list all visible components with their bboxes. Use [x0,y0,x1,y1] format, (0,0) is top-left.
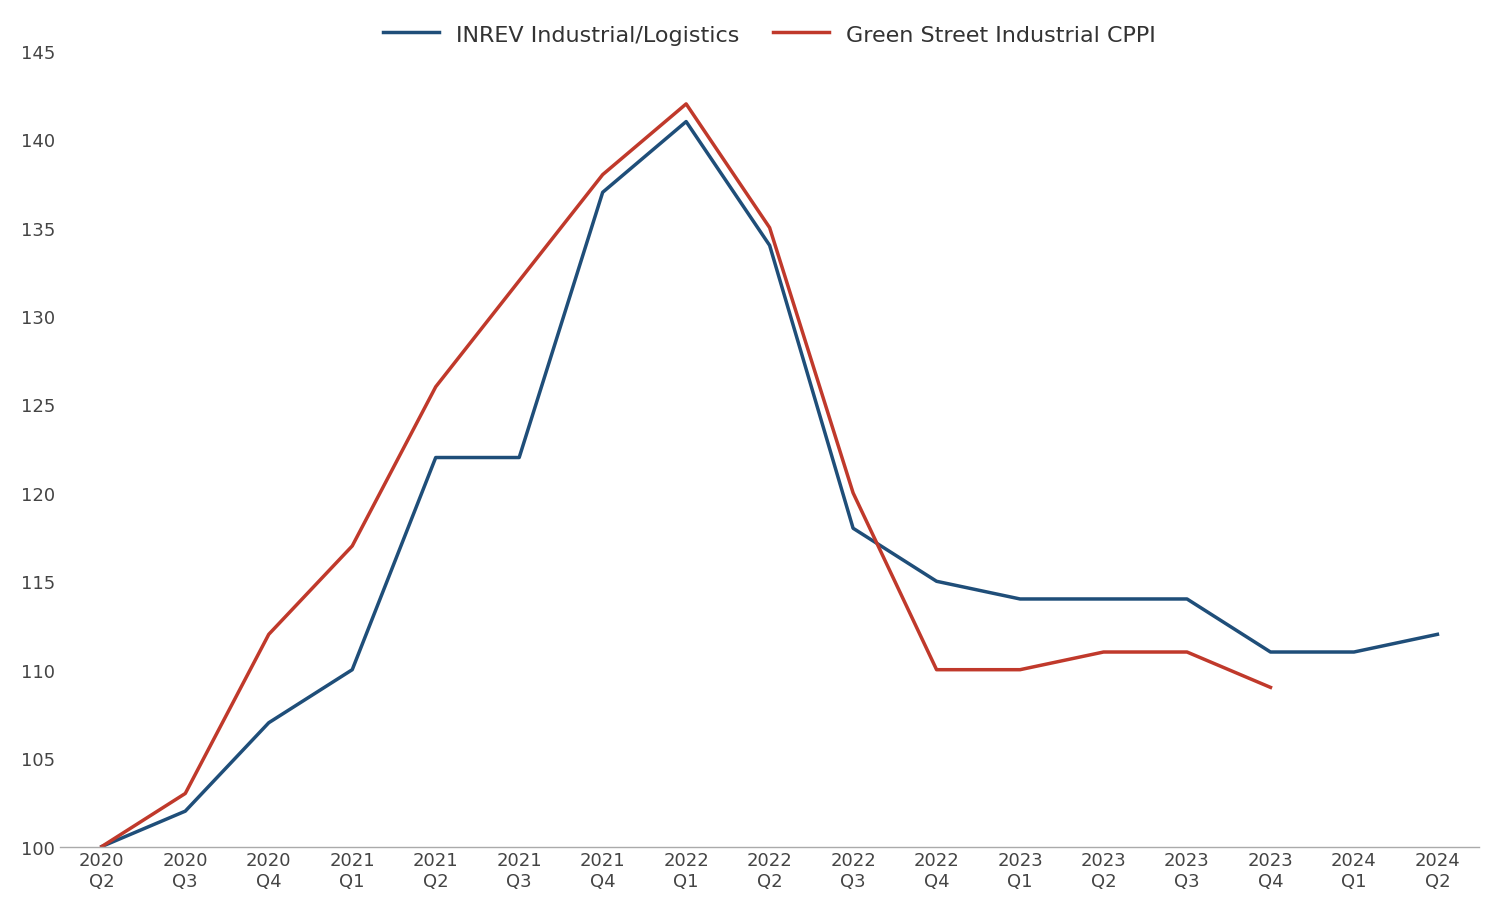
Green Street Industrial CPPI [260,630,278,640]
Green Street Industrial CPPI [93,841,111,852]
INREV Industrial/Logistics [93,841,111,852]
INREV Industrial/Logistics [1428,630,1446,640]
Green Street Industrial CPPI [1262,682,1280,693]
INREV Industrial/Logistics [1262,647,1280,658]
INREV Industrial/Logistics [426,453,444,464]
INREV Industrial/Logistics [676,117,694,128]
Green Street Industrial CPPI [1011,664,1029,675]
INREV Industrial/Logistics [1178,594,1196,605]
Green Street Industrial CPPI [426,382,444,393]
INREV Industrial/Logistics [1095,594,1113,605]
INREV Industrial/Logistics [927,576,945,587]
Green Street Industrial CPPI [594,170,612,181]
INREV Industrial/Logistics [1011,594,1029,605]
INREV Industrial/Logistics [177,806,195,817]
Green Street Industrial CPPI [844,488,862,499]
Green Street Industrial CPPI [1095,647,1113,658]
INREV Industrial/Logistics [510,453,528,464]
Green Street Industrial CPPI [676,99,694,110]
Green Street Industrial CPPI [344,541,362,552]
INREV Industrial/Logistics [760,241,778,251]
INREV Industrial/Logistics [844,523,862,534]
Green Street Industrial CPPI [510,276,528,287]
INREV Industrial/Logistics [260,718,278,729]
Green Street Industrial CPPI [1178,647,1196,658]
INREV Industrial/Logistics [344,664,362,675]
Legend: INREV Industrial/Logistics, Green Street Industrial CPPI: INREV Industrial/Logistics, Green Street… [374,15,1166,55]
INREV Industrial/Logistics [1346,647,1364,658]
Green Street Industrial CPPI [177,788,195,799]
Green Street Industrial CPPI [760,223,778,234]
Line: Green Street Industrial CPPI: Green Street Industrial CPPI [102,105,1270,846]
Green Street Industrial CPPI [927,664,945,675]
Line: INREV Industrial/Logistics: INREV Industrial/Logistics [102,122,1437,846]
INREV Industrial/Logistics [594,188,612,199]
